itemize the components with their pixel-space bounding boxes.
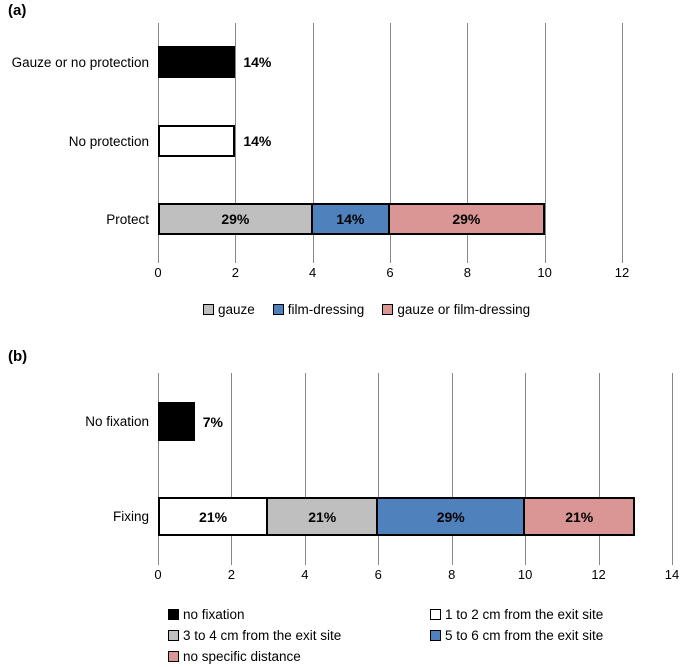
x-tickmark-0 xyxy=(158,258,159,263)
bar-value-label-no-protection: 14% xyxy=(243,133,272,149)
legend-swatch-white-icon xyxy=(430,609,441,620)
bar-segment-no-specific-distance: 21% xyxy=(525,497,636,536)
category-label-no-protection: No protection xyxy=(68,133,149,149)
x-tick-label-6: 6 xyxy=(374,567,382,582)
x-tickmark-12 xyxy=(622,258,623,263)
x-tickmark-6 xyxy=(390,258,391,263)
legend-swatch-blue-icon xyxy=(272,304,284,315)
x-tickmark-10 xyxy=(544,258,546,263)
panel-b-category-labels: No fixation Fixing xyxy=(0,0,149,667)
bar-segment-no-fixation xyxy=(158,402,195,441)
x-tickmark-8 xyxy=(467,258,469,263)
x-tickmark-2 xyxy=(231,560,233,565)
bar-segment-3-to-4-cm-from-the-exit-site: 21% xyxy=(268,497,379,536)
x-tickmark-6 xyxy=(378,560,380,565)
x-tick-label-2: 2 xyxy=(227,567,236,582)
x-tick-label-0: 0 xyxy=(154,265,162,280)
bar-segment-1-to-2-cm-from-the-exit-site: 21% xyxy=(158,497,269,536)
x-tickmark-2 xyxy=(235,258,237,263)
legend-item-gauze-or-film-dressing: gauze or film-dressing xyxy=(382,302,530,317)
x-tickmark-8 xyxy=(451,560,453,565)
category-label-gauze-or-no-protection: Gauze or no protection xyxy=(11,54,149,70)
category-label-protect: Protect xyxy=(106,211,149,227)
legend-swatch-black-icon xyxy=(168,609,179,620)
category-label-no-fixation: No fixation xyxy=(85,414,149,429)
x-tickmark-4 xyxy=(312,258,314,263)
x-tick-label-2: 2 xyxy=(231,265,239,280)
legend-item-5-to-6-cm-from-the-exit-site: 5 to 6 cm from the exit site xyxy=(430,628,603,643)
bar-value-label-no-fixation: 7% xyxy=(202,413,223,430)
gridline-x-0 xyxy=(158,373,159,560)
x-tick-label-0: 0 xyxy=(154,567,162,582)
category-label-fixing: Fixing xyxy=(112,509,149,524)
legend-item-no-specific-distance: no specific distance xyxy=(168,649,430,664)
panel-a-plot-area: 0 2 4 6 8 10 12 14% 14% 29% 14% 29% xyxy=(154,23,629,280)
bar-segment-gauze-or-film-dressing: 29% xyxy=(390,203,545,235)
gridline-x-2 xyxy=(231,373,233,560)
bar-segment-gauze-or-no-protection xyxy=(158,46,236,78)
gridline-x-10 xyxy=(544,23,546,258)
x-tickmark-14 xyxy=(672,560,673,565)
legend-label-3-to-4-cm-from-the-exit-site: 3 to 4 cm from the exit site xyxy=(183,628,342,643)
x-tick-label-4: 4 xyxy=(301,567,309,582)
x-tick-label-8: 8 xyxy=(448,567,456,582)
legend-item-film-dressing: film-dressing xyxy=(272,302,365,317)
legend-item-gauze: gauze xyxy=(203,302,255,317)
bar-segment-film-dressing: 14% xyxy=(312,203,390,235)
panel-a-label: (a) xyxy=(8,2,27,19)
legend-label-1-to-2-cm-from-the-exit-site: 1 to 2 cm from the exit site xyxy=(445,607,604,622)
legend-item-3-to-4-cm-from-the-exit-site: 3 to 4 cm from the exit site xyxy=(168,628,430,643)
panel-a-legend: gauze film-dressing gauze or film-dressing xyxy=(203,302,530,317)
panel-b-label: (b) xyxy=(8,348,28,365)
x-tickmark-4 xyxy=(304,560,306,565)
bar-segment-no-protection xyxy=(158,125,236,157)
gridline-x-12 xyxy=(622,23,623,258)
x-tick-label-12: 12 xyxy=(591,567,606,582)
x-tick-label-10: 10 xyxy=(537,265,552,280)
legend-label-no-fixation: no fixation xyxy=(183,607,245,622)
panel-b-plot-area: 0 2 4 6 8 10 12 14 7% 21% 21% 29% 21% xyxy=(154,373,679,582)
gridline-x-14 xyxy=(672,373,673,560)
legend-label-film-dressing: film-dressing xyxy=(287,302,365,317)
bar-segment-5-to-6-cm-from-the-exit-site: 29% xyxy=(378,497,526,536)
x-tickmark-12 xyxy=(598,560,600,565)
legend-swatch-blue-icon xyxy=(430,630,441,641)
bar-segment-gauze: 29% xyxy=(158,203,313,235)
gridline-x-6 xyxy=(378,373,380,560)
legend-label-no-specific-distance: no specific distance xyxy=(183,649,301,664)
gridline-x-8 xyxy=(451,373,453,560)
gridline-x-10 xyxy=(525,373,527,560)
x-tick-label-14: 14 xyxy=(664,567,680,582)
gridline-x-12 xyxy=(598,373,600,560)
x-tick-label-10: 10 xyxy=(517,567,533,582)
x-tick-label-6: 6 xyxy=(386,265,394,280)
legend-label-gauze-or-film-dressing: gauze or film-dressing xyxy=(397,302,531,317)
x-tickmark-0 xyxy=(158,560,159,565)
x-tickmark-10 xyxy=(525,560,527,565)
gridline-x-4 xyxy=(312,23,314,258)
panel-b-legend: no fixation 1 to 2 cm from the exit site 3… xyxy=(168,604,603,667)
x-tick-label-4: 4 xyxy=(309,265,317,280)
legend-swatch-pink-icon xyxy=(382,304,394,315)
legend-item-1-to-2-cm-from-the-exit-site: 1 to 2 cm from the exit site xyxy=(430,607,603,622)
legend-label-gauze: gauze xyxy=(218,302,255,317)
legend-swatch-gray-icon xyxy=(168,630,179,641)
legend-item-no-fixation: no fixation xyxy=(168,607,430,622)
x-tick-label-8: 8 xyxy=(463,265,471,280)
legend-swatch-gray-icon xyxy=(203,304,214,315)
gridline-x-6 xyxy=(390,23,391,258)
legend-label-5-to-6-cm-from-the-exit-site: 5 to 6 cm from the exit site xyxy=(445,628,604,643)
bar-value-label-gauze-or-no-protection: 14% xyxy=(243,54,272,70)
gridline-x-4 xyxy=(304,373,306,560)
gridline-x-2 xyxy=(235,23,237,258)
panel-a-category-labels: Gauze or no protection No protection Prote… xyxy=(0,0,149,667)
legend-swatch-pink-icon xyxy=(168,651,179,662)
x-tick-label-12: 12 xyxy=(614,265,630,280)
gridline-x-8 xyxy=(467,23,469,258)
